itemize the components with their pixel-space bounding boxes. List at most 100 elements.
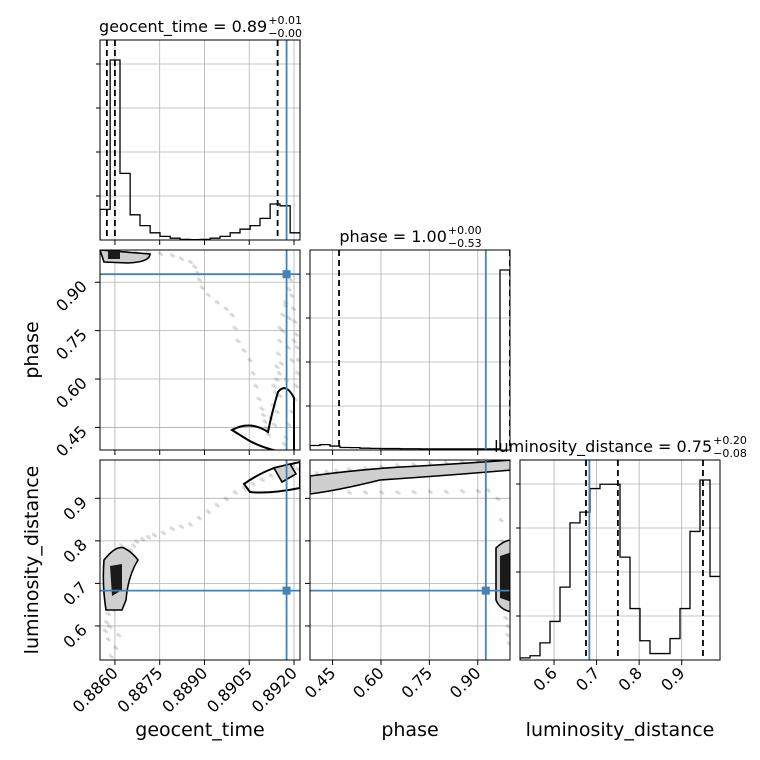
sample-point [276, 370, 281, 375]
contour-core [500, 552, 510, 602]
sample-point [274, 409, 278, 414]
x-tick-label: 0.7 [572, 663, 603, 694]
panel-frame [309, 459, 511, 661]
histogram-luminosity_distance [520, 479, 720, 660]
sample-point [443, 460, 448, 464]
sample-point [268, 473, 272, 477]
sample-point [459, 488, 464, 493]
y-tick-label: 0.7 [59, 578, 90, 609]
contour-core [108, 250, 120, 259]
title-upper: +0.01 [268, 14, 302, 27]
sample-point [505, 617, 509, 621]
sample-point [225, 308, 229, 312]
sample-point [214, 502, 219, 507]
x-tick-label: 0.6 [529, 663, 560, 694]
truth-marker [282, 586, 291, 595]
sample-point [106, 621, 110, 625]
sample-point [397, 491, 401, 495]
sample-point [363, 490, 367, 494]
panel-content [310, 250, 510, 450]
gridlines [100, 250, 300, 450]
sample-point [395, 463, 399, 467]
title-lower: −0.00 [268, 27, 302, 40]
sample-point [294, 320, 298, 324]
contour-outer [100, 250, 151, 264]
sample-point [169, 526, 174, 530]
panel-geocent_time-vs-phase: 0.45 0.60 0.75 0.90 phase [21, 249, 301, 460]
sample-point [201, 287, 205, 291]
x-tick-label: 0.8920 [248, 663, 301, 716]
sample-point [223, 306, 228, 310]
sample-point [252, 372, 256, 376]
sample-point [503, 615, 507, 620]
gridlines [100, 460, 300, 660]
contour-core [110, 564, 122, 596]
panel-phase-hist: phase = 1.00 +0.00−0.53 [306, 224, 511, 455]
sample-point [487, 489, 491, 493]
sample-point [443, 489, 448, 493]
gridlines [310, 250, 510, 450]
panel-content [100, 250, 300, 450]
sample-point [296, 333, 300, 337]
sample-point [379, 490, 383, 494]
sample-point [207, 511, 211, 515]
sample-point [294, 398, 298, 402]
sample-point [178, 256, 183, 260]
y-tick-label: 0.90 [52, 277, 91, 316]
sample-point [495, 496, 499, 501]
sample-point [139, 536, 144, 541]
panel-frame [309, 249, 511, 451]
title-main: geocent_time = 0.89 [99, 17, 267, 37]
sample-point [500, 519, 504, 523]
sample-point [314, 470, 319, 475]
sample-point [205, 509, 210, 513]
sample-point [271, 383, 275, 388]
panel-content [100, 40, 300, 240]
sample-point [247, 357, 252, 362]
sample-point [205, 292, 210, 297]
sample-point [107, 638, 111, 642]
sample-point [160, 530, 165, 535]
panel-phase-vs-luminosity_distance: 0.45 0.60 0.75 0.90 phase [301, 459, 511, 741]
sample-point [507, 634, 510, 638]
sample-point [427, 489, 432, 493]
sample-point [280, 312, 284, 317]
sample-point [134, 539, 138, 543]
sample-point [160, 253, 164, 257]
y-tick-label: 0.60 [52, 373, 91, 412]
sample-point [104, 619, 108, 624]
sample-point [286, 315, 291, 320]
sample-point [148, 536, 152, 540]
sample-point [108, 653, 113, 658]
sample-point [225, 498, 229, 502]
contour-outer [310, 460, 510, 495]
y-tick-label: 0.6 [59, 620, 90, 651]
sample-point [427, 461, 432, 465]
x-tick-label: 0.45 [301, 663, 340, 702]
sample-point [277, 325, 281, 330]
x-tick-label: 0.9 [657, 663, 688, 694]
y-tick-label: 0.45 [52, 422, 91, 461]
sample-point [277, 338, 281, 343]
title-lower: −0.08 [713, 447, 747, 460]
panel-luminosity_distance-hist: 0.6 0.7 0.8 0.9 luminosity_distance luminosit… [494, 434, 747, 741]
title-upper: +0.00 [448, 224, 482, 237]
sample-point [462, 490, 466, 494]
sample-point [261, 479, 265, 483]
x-axis-label: luminosity_distance [526, 719, 715, 741]
sample-point [264, 420, 268, 424]
panel-frame [99, 249, 301, 451]
sample-point [107, 624, 111, 628]
sample-point [262, 419, 266, 423]
sample-point [506, 641, 510, 645]
sample-point [163, 532, 167, 536]
sample-point [241, 348, 246, 352]
sample-point [381, 491, 385, 495]
sample-point [274, 424, 278, 428]
title-main: phase = 1.00 [339, 227, 446, 246]
sample-point [216, 301, 220, 305]
sample-point [276, 366, 280, 370]
sample-point [231, 314, 235, 318]
sample-point [181, 525, 185, 529]
gridlines [100, 40, 300, 240]
